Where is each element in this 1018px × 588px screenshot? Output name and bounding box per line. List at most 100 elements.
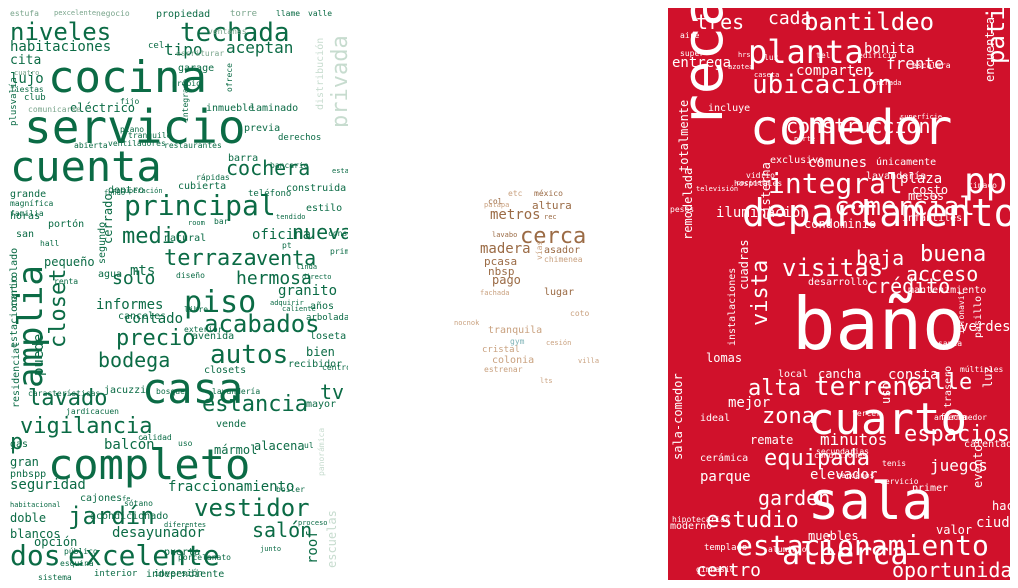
cloud-word: infantiles <box>902 213 963 224</box>
cloud-word: terraza <box>164 246 257 271</box>
cloud-word: cocina <box>48 52 207 103</box>
cloud-word: costo <box>912 183 949 197</box>
cloud-word: planta <box>748 33 864 71</box>
cloud-word: mantenimiento <box>908 285 987 296</box>
cloud-word: gran <box>10 455 39 469</box>
cloud-word: laminado <box>250 103 299 114</box>
cloud-word: sistema <box>38 573 72 581</box>
cloud-word: primera <box>330 247 348 256</box>
cloud-word: casa <box>142 364 244 413</box>
cloud-word: estancia <box>202 392 308 417</box>
cloud-word: gym <box>510 337 525 346</box>
cloud-word: coto <box>570 309 590 318</box>
cloud-word: propiedad <box>156 9 211 20</box>
cloud-word: lavandería <box>866 171 927 182</box>
cloud-word: pexcelente <box>54 9 97 17</box>
cloud-word: porcelanato <box>178 553 231 562</box>
cloud-word: blancos <box>10 527 61 541</box>
cloud-word: estudio <box>706 508 799 533</box>
cloud-word: escalera <box>912 61 951 70</box>
cloud-word: hrs <box>738 51 751 59</box>
cloud-word: puede <box>31 333 47 376</box>
cloud-word: tranquilo <box>128 131 172 140</box>
cloud-word: inmueble <box>206 103 255 114</box>
cloud-word: chimenea <box>544 255 583 264</box>
cloud-word: vigilancia <box>20 414 153 439</box>
cloud-word: hall <box>40 239 60 248</box>
cloud-word: baño <box>792 282 966 366</box>
cloud-word: abierta <box>74 141 108 150</box>
cloud-word: edificio <box>858 51 897 60</box>
cloud-word: fondo <box>104 189 126 197</box>
cloud-word: tranquila <box>488 325 543 336</box>
cloud-word: buena <box>920 242 987 267</box>
cloud-word: niveles <box>10 18 112 46</box>
cloud-word: rec <box>544 213 557 221</box>
cloud-word: super <box>680 49 705 58</box>
cloud-word: closets <box>204 365 247 376</box>
cloud-word: tercer <box>852 409 881 418</box>
cloud-word: equipada <box>764 446 870 471</box>
cloud-word: consta <box>888 367 939 383</box>
cloud-word: contado <box>124 311 184 327</box>
cloud-word: remate <box>750 433 794 447</box>
cloud-word: escuelas <box>325 510 339 568</box>
cloud-word: instalaciones <box>727 267 738 346</box>
cloud-word: comunes <box>808 155 868 171</box>
cloud-word: mejor <box>728 395 771 411</box>
cloud-word: principal <box>124 189 276 222</box>
cloud-word: pesos <box>670 205 695 214</box>
cloud-word: valle <box>308 9 333 18</box>
cloud-word: pt <box>282 241 292 250</box>
cloud-word: servicio <box>24 100 246 154</box>
cloud-word: firma <box>940 413 968 423</box>
cloud-word: jardín <box>68 502 155 530</box>
cloud-word: nbsp <box>488 265 515 278</box>
cloud-word: negocio <box>96 9 130 18</box>
cloud-word: plaza <box>900 171 943 187</box>
cloud-word: lavandería <box>212 387 261 396</box>
cloud-word: comparten <box>796 63 872 79</box>
cloud-word: entrega <box>672 55 732 71</box>
cloud-word: tipo <box>164 40 203 59</box>
cloud-word: hace <box>992 499 1010 513</box>
cloud-word: cuadras <box>737 239 751 290</box>
cloud-word: ideal <box>700 413 731 424</box>
cloud-word: nueva <box>292 220 348 244</box>
cloud-word: alta <box>748 376 801 401</box>
cloud-word: garage <box>178 63 215 74</box>
cloud-word: teléfono <box>248 189 292 199</box>
cloud-word: plano <box>120 125 145 134</box>
cloud-word: p <box>10 430 24 455</box>
cloud-word: visitas <box>782 254 884 282</box>
cloud-word: techada <box>180 18 290 48</box>
cloud-word: templado <box>704 543 748 553</box>
cloud-word: múltiples <box>960 365 1004 374</box>
cloud-word: años <box>310 301 335 312</box>
cloud-word: elevador <box>810 467 878 483</box>
cloud-word: arbolada <box>306 313 348 323</box>
cloud-word: villa <box>578 357 600 365</box>
cloud-word: asador <box>544 245 581 256</box>
cloud-word: mts <box>130 263 156 279</box>
cloud-word: privada <box>328 35 348 128</box>
cloud-word: caliente <box>282 305 316 313</box>
cloud-word: caseta <box>754 71 780 79</box>
cloud-word: tenis <box>882 459 907 468</box>
cloud-word: estacionamiento <box>736 529 989 562</box>
cloud-word: interior <box>94 569 138 579</box>
cloud-word: cristal <box>482 345 520 355</box>
cloud-word: cocineta <box>736 179 770 187</box>
cloud-word: etc <box>508 189 523 198</box>
cloud-word: torre <box>230 9 258 19</box>
cloud-word: espacios <box>904 422 1010 447</box>
cloud-word: hermosa <box>236 268 312 289</box>
cloud-word: sótano <box>124 499 153 508</box>
cloud-word: tendido <box>276 213 306 221</box>
cloud-word: fraccionamiento <box>168 479 295 495</box>
cloud-word: cuatro <box>14 69 40 77</box>
cloud-word: lavado <box>28 386 108 411</box>
cloud-word: comercial <box>834 192 975 222</box>
cloud-word: informes <box>96 297 164 313</box>
cloud-word: terreno <box>814 372 924 402</box>
